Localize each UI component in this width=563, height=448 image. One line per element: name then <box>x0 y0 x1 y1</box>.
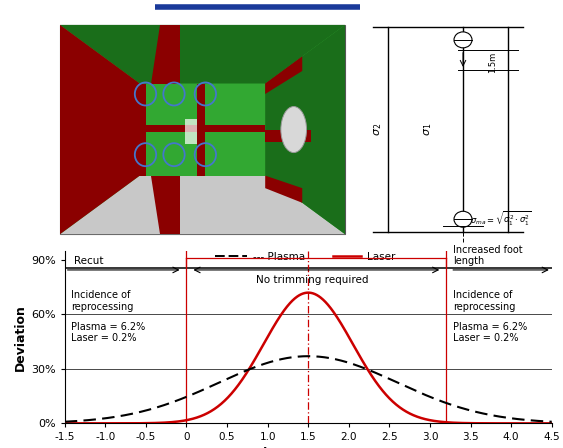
Text: Increased foot
length: Increased foot length <box>453 245 522 266</box>
Polygon shape <box>140 83 265 176</box>
Polygon shape <box>265 176 302 203</box>
Bar <box>185 119 197 144</box>
Ellipse shape <box>454 211 472 227</box>
Y-axis label: Deviation: Deviation <box>14 304 27 370</box>
Text: Laser: Laser <box>367 252 395 262</box>
Polygon shape <box>265 56 302 94</box>
Ellipse shape <box>454 32 472 48</box>
Polygon shape <box>151 25 180 83</box>
X-axis label: Clearance / mm: Clearance / mm <box>254 447 363 448</box>
Polygon shape <box>137 125 265 132</box>
Polygon shape <box>137 83 145 176</box>
Text: Incidence of
reprocessing: Incidence of reprocessing <box>453 290 515 311</box>
Polygon shape <box>151 176 180 234</box>
Polygon shape <box>60 25 345 83</box>
Text: Incidence of
reprocessing: Incidence of reprocessing <box>72 290 133 311</box>
Text: $\sigma_{ma}=\sqrt{\sigma_1^2 \cdot \sigma_1^2}$: $\sigma_{ma}=\sqrt{\sigma_1^2 \cdot \sig… <box>470 210 532 228</box>
Bar <box>60 25 345 234</box>
Text: $\sigma_2$: $\sigma_2$ <box>372 123 384 136</box>
Polygon shape <box>60 46 123 83</box>
Text: 1.5m: 1.5m <box>488 52 497 73</box>
Text: $\sigma_1$: $\sigma_1$ <box>422 123 434 136</box>
Polygon shape <box>265 25 345 234</box>
Ellipse shape <box>281 107 306 153</box>
Polygon shape <box>197 83 205 176</box>
Text: Recut: Recut <box>74 256 104 266</box>
Text: Plasma = 6.2%
Laser = 0.2%: Plasma = 6.2% Laser = 0.2% <box>453 322 527 343</box>
Polygon shape <box>60 176 345 234</box>
Polygon shape <box>60 25 140 234</box>
Text: No trimming required: No trimming required <box>256 276 369 285</box>
Text: Plasma = 6.2%
Laser = 0.2%: Plasma = 6.2% Laser = 0.2% <box>72 322 145 343</box>
Polygon shape <box>265 129 311 142</box>
Polygon shape <box>60 176 123 213</box>
Text: --- Plasma: --- Plasma <box>253 252 305 262</box>
